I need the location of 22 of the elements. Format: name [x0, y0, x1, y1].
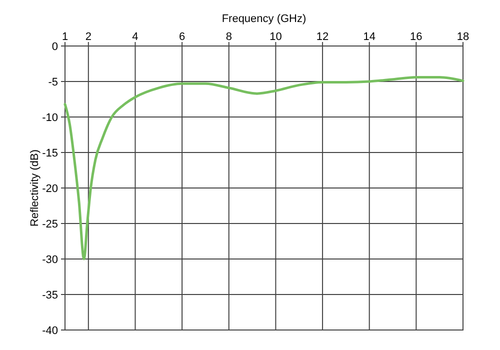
x-tick-label: 16	[410, 31, 422, 43]
y-tick-label: -5	[48, 76, 58, 88]
x-tick-label: 18	[456, 31, 470, 43]
x-tick-label: 14	[363, 31, 376, 43]
x-tick-label: 8	[226, 31, 232, 43]
x-tick-label: 2	[85, 31, 92, 43]
x-tick-label: 10	[270, 31, 282, 43]
x-axis-title: Frequency (GHz)	[222, 13, 306, 25]
x-tick-label: 6	[178, 31, 186, 43]
y-tick-label: -20	[42, 183, 58, 195]
y-tick-label: -15	[42, 148, 58, 160]
x-tick-label: 1	[62, 31, 68, 43]
line-series	[64, 76, 464, 260]
y-tick-label: -30	[42, 254, 58, 266]
y-tick-label: 0	[52, 41, 58, 53]
y-tick-label: -10	[42, 112, 58, 124]
y-tick-label: -35	[42, 290, 58, 302]
y-axis-title: Reflectivity (dB)	[29, 149, 41, 227]
x-tick-label: 12	[316, 31, 329, 43]
x-tick-label: 4	[132, 31, 138, 43]
y-tick-label: -25	[42, 218, 58, 230]
y-tick-label: -40	[42, 325, 58, 337]
